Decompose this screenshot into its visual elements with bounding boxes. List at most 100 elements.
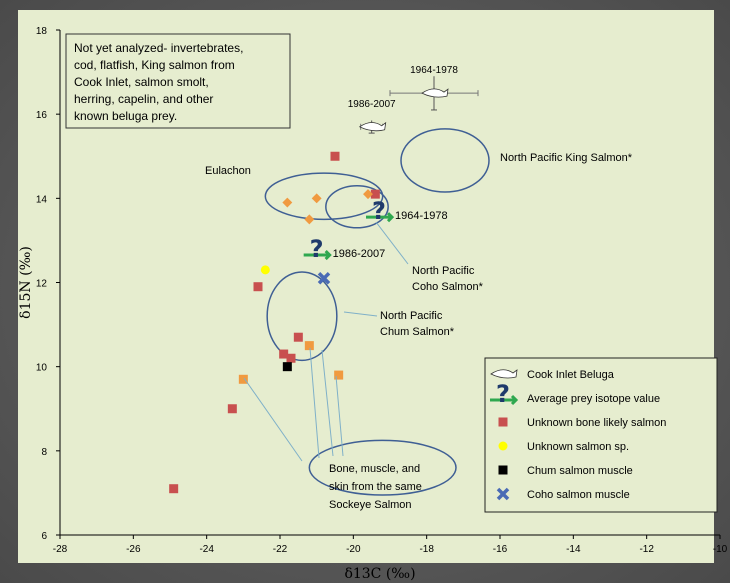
legend: Cook Inlet Beluga? Average prey isotope v… xyxy=(484,357,718,513)
y-tick-label: 6 xyxy=(41,531,47,542)
legend-box xyxy=(484,357,718,513)
points-group: 1964-1978 1986-2007? 1964-1978? 1986-2007 xyxy=(169,65,479,494)
legend-item: Cook Inlet Beluga xyxy=(490,369,615,381)
ellipse-region xyxy=(400,128,490,193)
y-axis-label: δ15N (‰) xyxy=(18,246,34,319)
annotation-group: Not yet analyzed- invertebrates, cod, fla… xyxy=(65,33,633,511)
ellipse-label: Coho Salmon* xyxy=(412,281,484,293)
legend-label: Cook Inlet Beluga xyxy=(527,369,615,381)
ellipse-label: North Pacific xyxy=(380,310,443,322)
diamond-marker xyxy=(363,189,373,200)
x-tick-label: -22 xyxy=(273,544,288,555)
axes: -28 -26 -24 -22 -20 -18 -16 -14 -12 -10 6 8 10 12 14 16… xyxy=(18,26,728,582)
x-tick-label: -12 xyxy=(639,544,654,555)
legend-label: Average prey isotope value xyxy=(527,393,660,405)
legend-label: Chum salmon muscle xyxy=(527,465,633,477)
x-marker-stroke xyxy=(317,272,331,285)
leader-line xyxy=(335,375,344,457)
legend-item: Unknown salmon sp. xyxy=(498,441,629,453)
x-tick-label: -16 xyxy=(493,544,508,555)
note-line: cod, flatfish, King salmon from xyxy=(74,58,235,72)
leader-line xyxy=(309,347,320,459)
note-line: known beluga prey. xyxy=(74,109,177,123)
ellipse-region xyxy=(266,271,338,362)
square-marker xyxy=(169,484,179,494)
x-tick-label: -10 xyxy=(713,544,728,555)
question-marker: ? xyxy=(372,197,386,225)
whale-marker xyxy=(490,369,518,379)
fish-marker xyxy=(490,394,519,406)
ellipse-label: Eulachon xyxy=(205,165,251,177)
x-tick-label: -28 xyxy=(53,544,68,555)
point-label: 1986-2007 xyxy=(348,99,396,110)
legend-label: Unknown bone likely salmon xyxy=(527,417,666,429)
ellipse-group xyxy=(264,128,490,496)
fish-marker xyxy=(303,249,332,261)
ellipse-region xyxy=(325,184,389,229)
ellipse-label: Sockeye Salmon xyxy=(329,499,412,511)
x-tick-label: -14 xyxy=(566,544,581,555)
x-tick-label: -24 xyxy=(199,544,214,555)
x-marker-stroke xyxy=(496,487,510,501)
note-box xyxy=(65,33,291,129)
x-tick-label: -18 xyxy=(419,544,434,555)
ellipse-label: Chum Salmon* xyxy=(380,326,455,338)
note-line: herring, capelin, and other xyxy=(74,92,213,106)
square-marker xyxy=(238,374,248,384)
circle-marker xyxy=(498,441,508,451)
square-marker xyxy=(334,370,344,380)
whale-marker xyxy=(358,121,387,132)
ellipse-label: North Pacific xyxy=(412,265,475,277)
square-marker xyxy=(498,465,508,475)
square-marker xyxy=(370,189,380,199)
square-marker xyxy=(253,282,263,292)
question-marker: ? xyxy=(496,380,510,408)
x-tick-label: -26 xyxy=(126,544,141,555)
square-marker xyxy=(498,417,508,427)
square-marker xyxy=(282,362,292,372)
y-tick-label: 8 xyxy=(41,447,47,458)
legend-item: Coho salmon muscle xyxy=(496,487,630,501)
ellipse-label: skin from the same xyxy=(329,481,422,493)
ellipse-region xyxy=(308,439,457,496)
y-tick-label: 10 xyxy=(36,363,48,374)
legend-label: Unknown salmon sp. xyxy=(527,441,629,453)
square-marker xyxy=(227,404,237,414)
fish-marker xyxy=(366,212,395,223)
y-tick-label: 12 xyxy=(36,279,48,290)
square-marker xyxy=(279,349,289,359)
leader-line xyxy=(321,349,334,457)
whale-marker xyxy=(421,88,449,98)
y-tick-label: 18 xyxy=(36,26,48,37)
square-marker xyxy=(330,151,340,161)
leader-line xyxy=(243,377,303,462)
diamond-marker xyxy=(311,193,322,204)
x-tick-label: -20 xyxy=(346,544,361,555)
question-marker: ? xyxy=(310,235,324,263)
point-label: 1986-2007 xyxy=(333,248,386,260)
y-tick-label: 16 xyxy=(36,110,48,121)
circle-marker xyxy=(260,265,270,275)
y-tick-label: 14 xyxy=(36,194,48,205)
square-marker xyxy=(293,332,303,342)
ellipse-region xyxy=(264,172,384,221)
legend-item: ? Average prey isotope value xyxy=(490,380,660,408)
leader-line xyxy=(343,311,378,317)
note-line: Not yet analyzed- invertebrates, xyxy=(74,41,243,55)
note-line: Cook Inlet, salmon smolt, xyxy=(74,75,209,89)
ellipse-label: Bone, muscle, and xyxy=(329,463,420,475)
ellipse-label: North Pacific King Salmon* xyxy=(500,152,633,164)
diamond-marker xyxy=(304,214,315,225)
leader-line xyxy=(375,221,409,265)
point-label: 1964-1978 xyxy=(410,65,458,76)
square-marker xyxy=(286,353,296,363)
legend-label: Coho salmon muscle xyxy=(527,489,630,501)
legend-item: Chum salmon muscle xyxy=(498,465,633,477)
square-marker xyxy=(304,341,314,351)
diamond-marker xyxy=(282,197,293,208)
point-label: 1964-1978 xyxy=(395,210,448,222)
x-axis-label: δ13C (‰) xyxy=(344,566,415,582)
legend-item: Unknown bone likely salmon xyxy=(498,417,666,429)
